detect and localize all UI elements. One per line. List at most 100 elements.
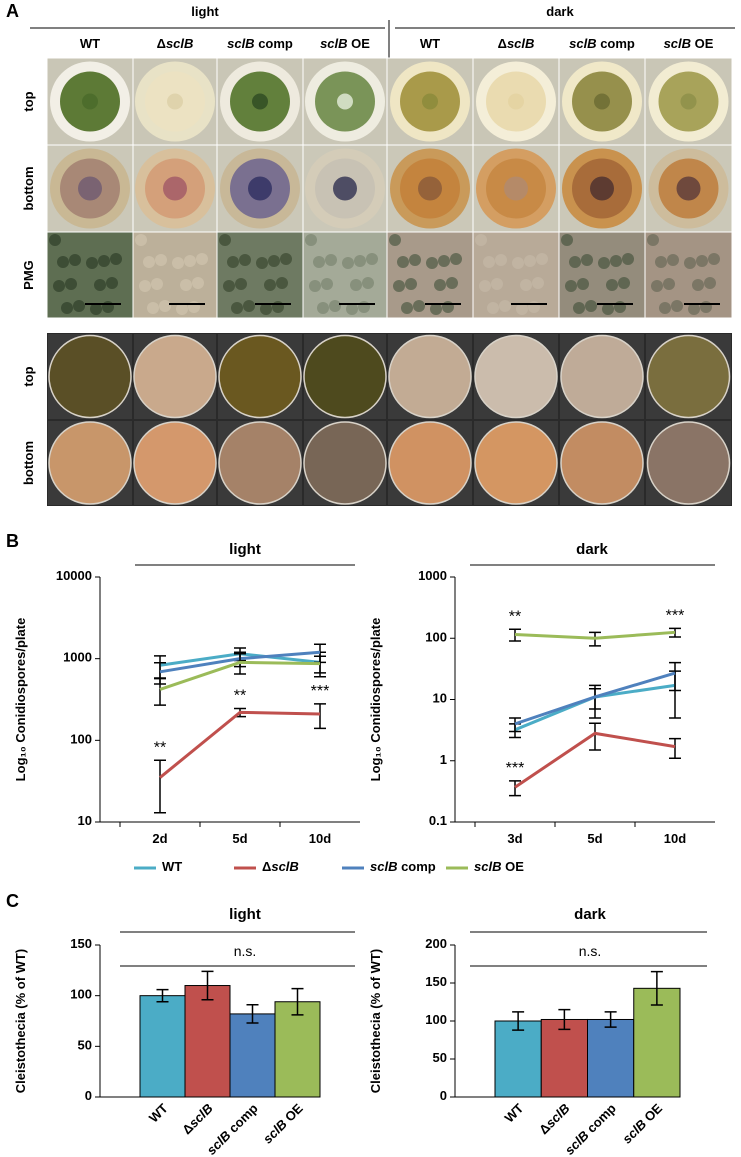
significance: ** <box>154 739 166 756</box>
error-bar <box>669 661 681 692</box>
texture <box>602 303 614 315</box>
colony-center <box>252 93 268 110</box>
texture <box>573 302 585 314</box>
x-tick-label: sclB OE <box>260 1101 306 1147</box>
error-bar <box>509 780 521 797</box>
texture <box>413 300 425 312</box>
bar <box>494 1020 542 1098</box>
colony-center <box>418 176 442 201</box>
colony-center <box>333 176 357 201</box>
texture <box>577 278 589 290</box>
texture <box>184 255 196 267</box>
texture <box>342 257 354 269</box>
error-bar <box>604 1011 617 1028</box>
error-bar <box>589 722 601 751</box>
texture <box>90 303 102 315</box>
texture <box>73 300 85 312</box>
texture <box>325 254 337 266</box>
x-tick-label: WT <box>502 1101 527 1126</box>
y-tick-label: 1 <box>440 752 447 767</box>
texture <box>426 257 438 269</box>
texture <box>268 255 280 267</box>
texture <box>688 303 700 315</box>
y-tick-label: 100 <box>425 630 447 645</box>
y-tick-label: 1000 <box>418 568 447 583</box>
plate <box>133 334 217 419</box>
bar <box>633 987 681 1098</box>
error-bar <box>156 988 169 1003</box>
texture <box>102 301 114 313</box>
legend-label: sclB comp <box>370 859 436 874</box>
texture <box>704 277 716 289</box>
series-line <box>159 660 321 691</box>
texture <box>536 253 548 265</box>
error-bar <box>201 970 214 1001</box>
texture <box>57 256 69 268</box>
texture <box>239 254 251 266</box>
texture <box>610 255 622 267</box>
texture <box>438 255 450 267</box>
photo <box>386 231 474 319</box>
error-bar <box>154 677 166 706</box>
texture <box>135 234 147 246</box>
texture <box>684 257 696 269</box>
bar <box>274 1001 321 1098</box>
texture <box>405 278 417 290</box>
texture <box>663 278 675 290</box>
texture <box>223 280 235 292</box>
error-bar <box>314 655 326 674</box>
texture <box>532 277 544 289</box>
texture <box>483 256 495 268</box>
texture <box>561 234 573 246</box>
texture <box>61 302 73 314</box>
texture <box>276 277 288 289</box>
significance: ** <box>509 609 521 626</box>
error-bar <box>246 1004 259 1024</box>
texture <box>516 303 528 315</box>
column-label: WT <box>80 36 100 51</box>
texture <box>309 280 321 292</box>
plate <box>303 334 387 419</box>
texture <box>231 302 243 314</box>
texture <box>647 234 659 246</box>
annotation: n.s. <box>579 943 602 959</box>
colony-center <box>163 176 187 201</box>
y-axis-title: Cleistothecia (% of WT) <box>13 949 28 1093</box>
texture <box>393 280 405 292</box>
texture <box>143 256 155 268</box>
x-tick-label: 2d <box>152 831 167 846</box>
texture <box>147 302 159 314</box>
texture <box>53 280 65 292</box>
plate <box>388 334 472 419</box>
y-axis-title: Log₁₀ Conidiospores/plate <box>13 618 28 782</box>
y-tick-label: 0.1 <box>429 813 447 828</box>
texture <box>622 253 634 265</box>
texture <box>256 257 268 269</box>
texture <box>479 280 491 292</box>
texture <box>264 279 276 291</box>
texture <box>409 254 421 266</box>
error-bar <box>314 703 326 730</box>
photo <box>46 231 134 319</box>
chart-title: light <box>229 541 261 558</box>
texture <box>155 254 167 266</box>
texture <box>106 277 118 289</box>
texture <box>321 278 333 290</box>
y-tick-label: 150 <box>70 936 92 951</box>
column-label: ΔsclB <box>157 36 194 51</box>
texture <box>585 300 597 312</box>
plate <box>48 334 132 419</box>
y-tick-label: 50 <box>78 1038 92 1053</box>
series-line <box>514 630 676 640</box>
texture <box>655 256 667 268</box>
texture <box>366 253 378 265</box>
colony-center <box>78 176 102 201</box>
texture <box>524 255 536 267</box>
texture <box>708 253 720 265</box>
series-line <box>159 710 321 779</box>
texture <box>389 234 401 246</box>
colony-center <box>167 93 183 110</box>
texture <box>430 303 442 315</box>
plate <box>646 334 731 419</box>
texture <box>565 280 577 292</box>
